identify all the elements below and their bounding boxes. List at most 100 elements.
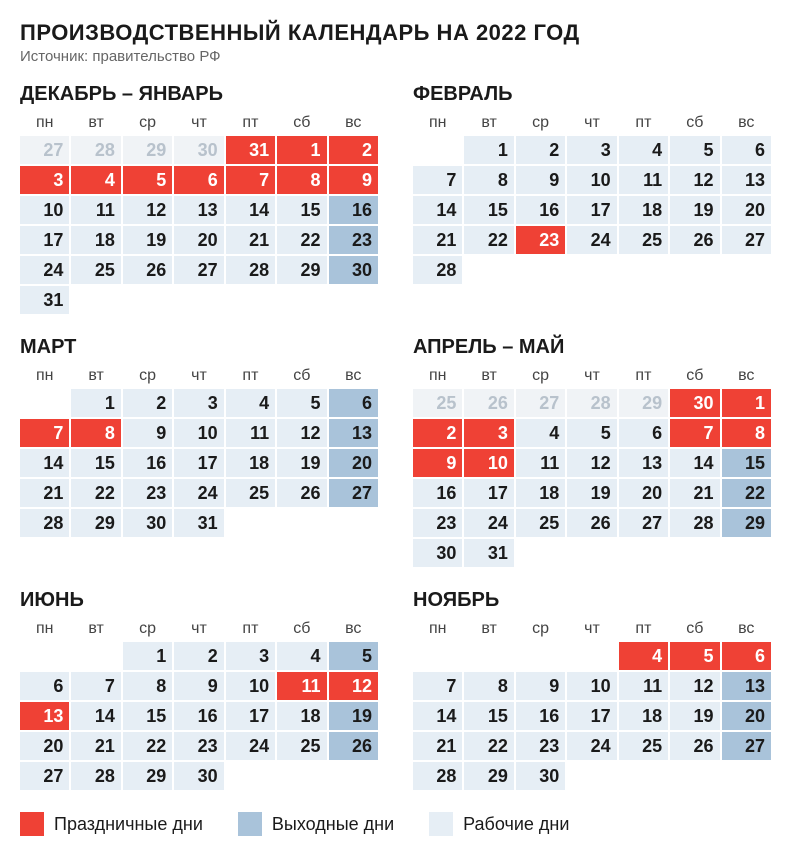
day-cell: 21 <box>71 732 120 760</box>
day-cell: 14 <box>20 449 69 477</box>
day-cell: 26 <box>567 509 616 537</box>
day-cell: 31 <box>226 136 275 164</box>
day-cell: 27 <box>516 389 565 417</box>
day-cell: 31 <box>174 509 223 537</box>
days-grid: 1234567891011121314151617181920212223242… <box>413 136 771 284</box>
day-cell <box>329 286 378 314</box>
day-cell: 5 <box>277 389 326 417</box>
day-cell: 16 <box>413 479 462 507</box>
day-cell: 22 <box>277 226 326 254</box>
day-cell: 26 <box>670 226 719 254</box>
day-cell: 31 <box>20 286 69 314</box>
day-cell: 14 <box>413 702 462 730</box>
day-name: чт <box>567 112 616 134</box>
day-cell: 8 <box>277 166 326 194</box>
days-header: пнвтсрчтптсбвс <box>20 112 378 134</box>
day-cell: 1 <box>71 389 120 417</box>
day-cell: 18 <box>226 449 275 477</box>
day-cell: 19 <box>670 196 719 224</box>
day-cell: 23 <box>516 732 565 760</box>
day-cell: 2 <box>174 642 223 670</box>
day-cell: 12 <box>567 449 616 477</box>
day-cell: 1 <box>277 136 326 164</box>
day-cell <box>226 762 275 790</box>
day-cell <box>226 509 275 537</box>
day-cell: 29 <box>464 762 513 790</box>
day-cell: 13 <box>619 449 668 477</box>
day-name: вт <box>464 618 513 640</box>
day-cell: 8 <box>123 672 172 700</box>
day-cell <box>567 762 616 790</box>
day-cell: 19 <box>670 702 719 730</box>
day-cell: 14 <box>670 449 719 477</box>
day-cell: 25 <box>226 479 275 507</box>
day-cell: 3 <box>567 136 616 164</box>
day-name: пн <box>413 618 462 640</box>
day-cell: 6 <box>20 672 69 700</box>
day-cell: 16 <box>516 702 565 730</box>
day-cell: 29 <box>71 509 120 537</box>
day-cell: 29 <box>123 762 172 790</box>
day-cell: 27 <box>329 479 378 507</box>
legend-weekend-label: Выходные дни <box>272 814 394 835</box>
days-header: пнвтсрчтптсбвс <box>413 365 771 387</box>
day-cell: 27 <box>20 136 69 164</box>
day-cell: 11 <box>516 449 565 477</box>
day-cell: 6 <box>619 419 668 447</box>
day-cell: 26 <box>329 732 378 760</box>
day-cell: 20 <box>619 479 668 507</box>
month-title: ДЕКАБРЬ – ЯНВАРЬ <box>20 83 378 106</box>
day-cell <box>71 286 120 314</box>
day-name: сб <box>277 618 326 640</box>
month-title: МАРТ <box>20 336 378 359</box>
day-cell: 14 <box>413 196 462 224</box>
day-name: пн <box>413 365 462 387</box>
day-cell: 20 <box>174 226 223 254</box>
day-cell: 13 <box>722 166 771 194</box>
days-header: пнвтсрчтптсбвс <box>20 618 378 640</box>
day-cell: 22 <box>464 226 513 254</box>
day-name: пт <box>226 112 275 134</box>
day-cell: 28 <box>226 256 275 284</box>
day-cell: 29 <box>619 389 668 417</box>
day-cell: 7 <box>226 166 275 194</box>
day-cell: 6 <box>174 166 223 194</box>
day-cell: 4 <box>71 166 120 194</box>
day-cell <box>329 762 378 790</box>
day-cell: 26 <box>277 479 326 507</box>
day-cell: 22 <box>123 732 172 760</box>
day-cell: 31 <box>464 539 513 567</box>
day-name: ср <box>123 365 172 387</box>
day-cell: 12 <box>277 419 326 447</box>
legend-work-label: Рабочие дни <box>463 814 569 835</box>
day-name: вс <box>722 618 771 640</box>
day-cell: 18 <box>277 702 326 730</box>
day-cell: 30 <box>329 256 378 284</box>
day-name: пн <box>20 112 69 134</box>
day-cell: 27 <box>722 226 771 254</box>
day-cell: 30 <box>174 136 223 164</box>
day-cell <box>670 256 719 284</box>
month-title: НОЯБРЬ <box>413 589 771 612</box>
day-name: чт <box>567 365 616 387</box>
day-cell: 29 <box>277 256 326 284</box>
day-cell: 28 <box>413 256 462 284</box>
day-cell: 25 <box>71 256 120 284</box>
day-cell: 9 <box>413 449 462 477</box>
day-name: пт <box>619 112 668 134</box>
day-cell: 11 <box>277 672 326 700</box>
day-cell: 7 <box>413 672 462 700</box>
day-name: пн <box>20 365 69 387</box>
day-cell <box>567 642 616 670</box>
day-name: вс <box>329 365 378 387</box>
month-block: НОЯБРЬпнвтсрчтптсбвс45678910111213141516… <box>413 589 771 790</box>
day-cell: 13 <box>20 702 69 730</box>
day-cell: 25 <box>619 226 668 254</box>
day-name: сб <box>670 112 719 134</box>
day-cell: 7 <box>71 672 120 700</box>
day-cell: 3 <box>174 389 223 417</box>
day-cell: 13 <box>329 419 378 447</box>
day-cell: 28 <box>413 762 462 790</box>
day-name: сб <box>670 365 719 387</box>
day-cell: 14 <box>226 196 275 224</box>
